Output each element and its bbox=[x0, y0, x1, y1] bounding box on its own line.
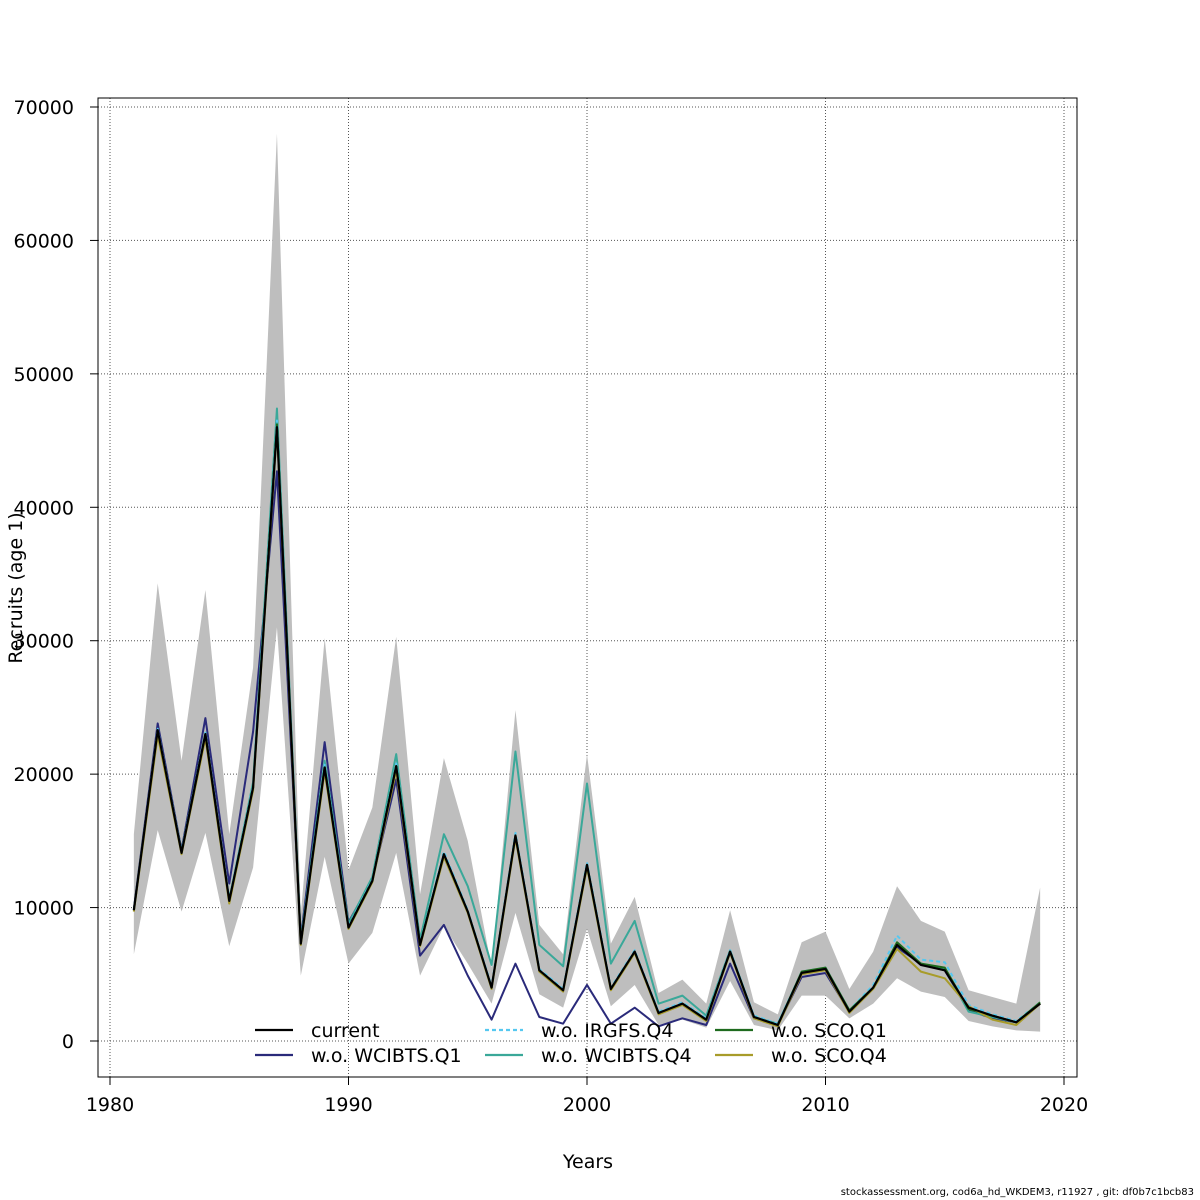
legend: current w.o. WCIBTS.Q1 w.o. IRGFS.Q4 w.o. W… bbox=[255, 1020, 887, 1067]
legend-label: w.o. SCO.Q1 bbox=[771, 1020, 887, 1042]
credit-text: stockassessment.org, cod6a_hd_WKDEM3, r1… bbox=[840, 1187, 1194, 1198]
y-tick-label: 20000 bbox=[14, 764, 74, 786]
legend-label: w.o. WCIBTS.Q1 bbox=[311, 1045, 462, 1067]
y-tick-label: 10000 bbox=[14, 898, 74, 920]
series-line-current bbox=[132, 426, 1041, 1027]
y-tick-label: 30000 bbox=[14, 631, 74, 653]
legend-label: w.o. SCO.Q4 bbox=[771, 1045, 887, 1067]
legend-item: w.o. WCIBTS.Q4 bbox=[485, 1045, 692, 1067]
x-tick-label: 2010 bbox=[801, 1094, 849, 1116]
legend-item: w.o. SCO.Q1 bbox=[715, 1020, 887, 1042]
legend-item: w.o. WCIBTS.Q1 bbox=[255, 1045, 462, 1067]
legend-item: w.o. IRGFS.Q4 bbox=[485, 1020, 673, 1042]
legend-label: w.o. WCIBTS.Q4 bbox=[541, 1045, 692, 1067]
y-tick-label: 70000 bbox=[14, 97, 74, 119]
legend-label: current bbox=[311, 1020, 380, 1042]
confidence-band bbox=[133, 133, 1041, 1032]
x-axis-title: Years bbox=[562, 1151, 613, 1173]
y-tick-label: 0 bbox=[62, 1031, 74, 1053]
confidence-band-layer bbox=[133, 133, 1041, 1032]
x-tick-label: 1990 bbox=[324, 1094, 372, 1116]
axes: 1980 1990 2000 2010 2020 0 10000 20000 30000 4000… bbox=[14, 97, 1089, 1116]
x-tick-label: 2000 bbox=[563, 1094, 611, 1116]
y-tick-label: 40000 bbox=[14, 497, 74, 519]
x-tick-label: 2020 bbox=[1040, 1094, 1088, 1116]
y-axis-title: Recruits (age 1) bbox=[5, 512, 27, 663]
legend-label: w.o. IRGFS.Q4 bbox=[541, 1020, 673, 1042]
x-tick-label: 1980 bbox=[86, 1094, 134, 1116]
legend-item: current bbox=[255, 1020, 380, 1042]
series-layer bbox=[132, 407, 1041, 1028]
legend-item: w.o. SCO.Q4 bbox=[715, 1045, 887, 1067]
y-tick-label: 50000 bbox=[14, 364, 74, 386]
y-tick-label: 60000 bbox=[14, 230, 74, 252]
